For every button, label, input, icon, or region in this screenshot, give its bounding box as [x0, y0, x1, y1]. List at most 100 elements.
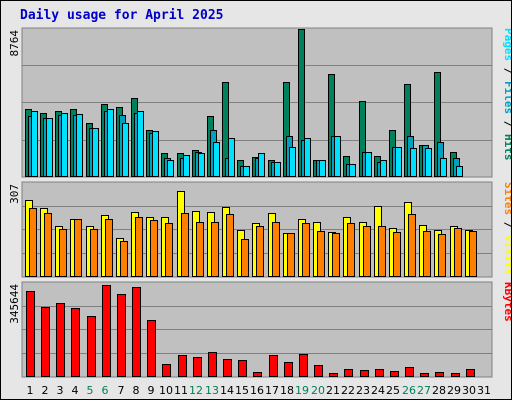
bar-sites-day-24: [378, 226, 386, 277]
bar-kbytes-day-3: [56, 303, 65, 377]
bar-pages-day-27: [425, 148, 432, 177]
bar-pages-day-24: [380, 160, 387, 177]
day-label-24: 24: [371, 384, 385, 397]
bar-kbytes-day-6: [102, 285, 111, 377]
bar-kbytes-day-14: [223, 359, 232, 377]
day-label-18: 18: [280, 384, 294, 397]
bar-sites-day-16: [256, 226, 264, 277]
bar-pages-day-11: [183, 155, 190, 177]
day-label-2: 2: [42, 384, 49, 397]
bar-kbytes-day-11: [178, 355, 187, 377]
bar-sites-day-29: [454, 228, 462, 277]
bar-pages-day-28: [440, 158, 447, 177]
day-label-13: 13: [205, 384, 219, 397]
day-label-5: 5: [87, 384, 94, 397]
day-label-8: 8: [133, 384, 140, 397]
bar-sites-day-12: [196, 222, 204, 277]
bar-sites-day-23: [363, 226, 371, 277]
day-label-30: 30: [462, 384, 476, 397]
bar-pages-day-16: [258, 153, 265, 177]
bar-pages-day-14: [228, 138, 235, 177]
bar-pages-day-23: [365, 152, 372, 177]
bar-sites-day-9: [150, 220, 158, 277]
bar-pages-day-1: [31, 111, 38, 177]
bar-pages-day-7: [122, 123, 129, 177]
chart-title: Daily usage for April 2025: [20, 8, 224, 23]
bar-kbytes-day-9: [147, 320, 156, 377]
bar-pages-day-22: [349, 164, 356, 177]
bar-pages-day-5: [92, 128, 99, 177]
bar-sites-day-4: [74, 219, 82, 277]
bar-sites-day-15: [241, 239, 249, 277]
bar-kbytes-day-23: [360, 370, 369, 377]
legend-kbytes: KBytes: [502, 282, 511, 322]
bar-sites-day-17: [272, 222, 280, 277]
bar-sites-day-10: [165, 223, 173, 277]
legend-entry-hits: Hits: [502, 134, 511, 161]
bar-kbytes-day-24: [375, 369, 384, 377]
bar-sites-day-25: [393, 232, 401, 277]
bar-kbytes-day-25: [390, 371, 399, 377]
bar-kbytes-day-12: [193, 357, 202, 377]
bar-sites-day-14: [226, 214, 234, 277]
bar-sites-day-18: [287, 233, 295, 277]
bar-pages-day-2: [46, 118, 53, 177]
bar-kbytes-day-4: [71, 308, 80, 377]
bar-kbytes-day-29: [451, 373, 460, 377]
bar-sites-day-7: [120, 241, 128, 277]
day-label-23: 23: [356, 384, 370, 397]
legend-separator: /: [502, 215, 511, 235]
legend-hits: Pages / Files / Hits: [502, 28, 511, 161]
max-label-visits: 307: [8, 184, 21, 204]
max-label-kbytes: 345644: [8, 284, 21, 324]
bar-pages-day-26: [410, 148, 417, 177]
bar-pages-day-17: [274, 162, 281, 177]
bar-pages-day-29: [456, 166, 463, 177]
day-label-1: 1: [27, 384, 34, 397]
legend-entry-kbytes: KBytes: [502, 282, 511, 322]
bar-pages-day-12: [198, 153, 205, 177]
bar-sites-day-3: [59, 229, 67, 277]
bar-kbytes-day-27: [420, 373, 429, 377]
bar-pages-day-4: [76, 114, 83, 177]
bar-pages-day-10: [167, 160, 174, 177]
bar-pages-day-20: [319, 160, 326, 177]
legend-entry-visits: Visits: [502, 235, 511, 275]
day-label-21: 21: [326, 384, 340, 397]
max-label-hits: 8764: [8, 30, 21, 57]
day-label-29: 29: [447, 384, 461, 397]
day-label-20: 20: [311, 384, 325, 397]
bar-sites-day-28: [438, 234, 446, 277]
bar-pages-day-25: [395, 147, 402, 177]
bar-kbytes-day-2: [41, 307, 50, 377]
bar-kbytes-day-22: [344, 369, 353, 377]
bar-sites-day-1: [29, 208, 37, 277]
legend-separator: /: [502, 114, 511, 134]
day-label-11: 11: [174, 384, 188, 397]
bar-kbytes-day-13: [208, 352, 217, 377]
day-label-22: 22: [341, 384, 355, 397]
day-label-15: 15: [235, 384, 249, 397]
bar-pages-day-6: [107, 109, 114, 177]
bar-sites-day-13: [211, 222, 219, 277]
bar-pages-day-18: [289, 147, 296, 177]
bar-kbytes-day-17: [269, 355, 278, 377]
bar-kbytes-day-8: [132, 287, 141, 377]
bar-kbytes-day-10: [162, 364, 171, 377]
day-label-16: 16: [250, 384, 264, 397]
bar-sites-day-27: [423, 231, 431, 277]
bar-sites-day-22: [347, 223, 355, 277]
bar-kbytes-day-28: [435, 372, 444, 377]
bar-kbytes-day-1: [26, 291, 35, 377]
bar-pages-day-21: [334, 136, 341, 177]
legend-entry-sites: Sites: [502, 182, 511, 215]
bar-sites-day-6: [105, 219, 113, 277]
bar-sites-day-2: [44, 213, 52, 277]
day-label-9: 9: [148, 384, 155, 397]
legend-entry-pages: Pages: [502, 28, 511, 61]
bar-sites-day-20: [317, 231, 325, 277]
day-label-10: 10: [159, 384, 173, 397]
day-label-17: 17: [265, 384, 279, 397]
bar-kbytes-day-16: [253, 372, 262, 377]
